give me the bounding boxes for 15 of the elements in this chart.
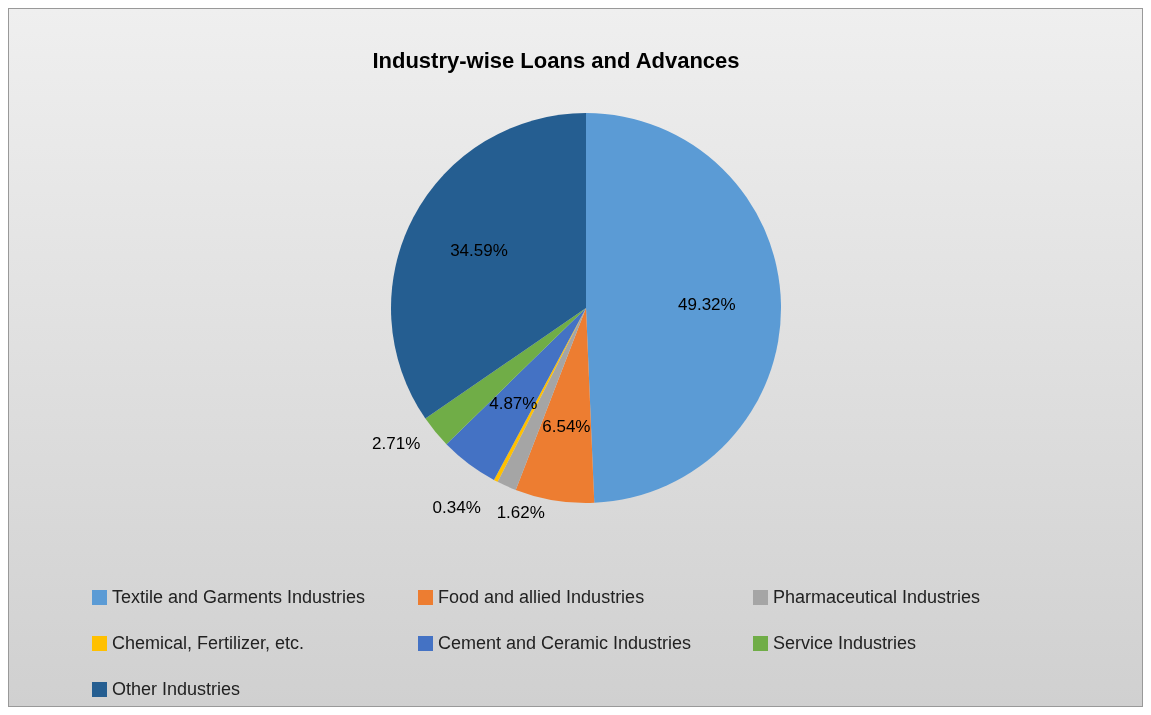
legend-label: Other Industries: [112, 678, 241, 699]
pie-slice: [391, 113, 586, 419]
data-label: 1.62%: [496, 503, 545, 523]
data-label: 49.32%: [678, 294, 736, 314]
legend-label: Pharmaceutical Industries: [773, 586, 981, 607]
data-label: 2.71%: [372, 433, 421, 453]
data-label: 34.59%: [450, 241, 508, 261]
data-label: 6.54%: [542, 416, 591, 436]
legend-label: Service Industries: [773, 632, 917, 653]
legend-label: Chemical, Fertilizer, etc.: [112, 632, 305, 653]
data-label: 0.34%: [432, 497, 481, 517]
legend-label: Cement and Ceramic Industries: [438, 632, 692, 653]
legend-label: Textile and Garments Industries: [112, 586, 366, 607]
chart-title: Industry-wise Loans and Advances: [372, 48, 740, 73]
legend-label: Food and allied Industries: [438, 586, 645, 607]
